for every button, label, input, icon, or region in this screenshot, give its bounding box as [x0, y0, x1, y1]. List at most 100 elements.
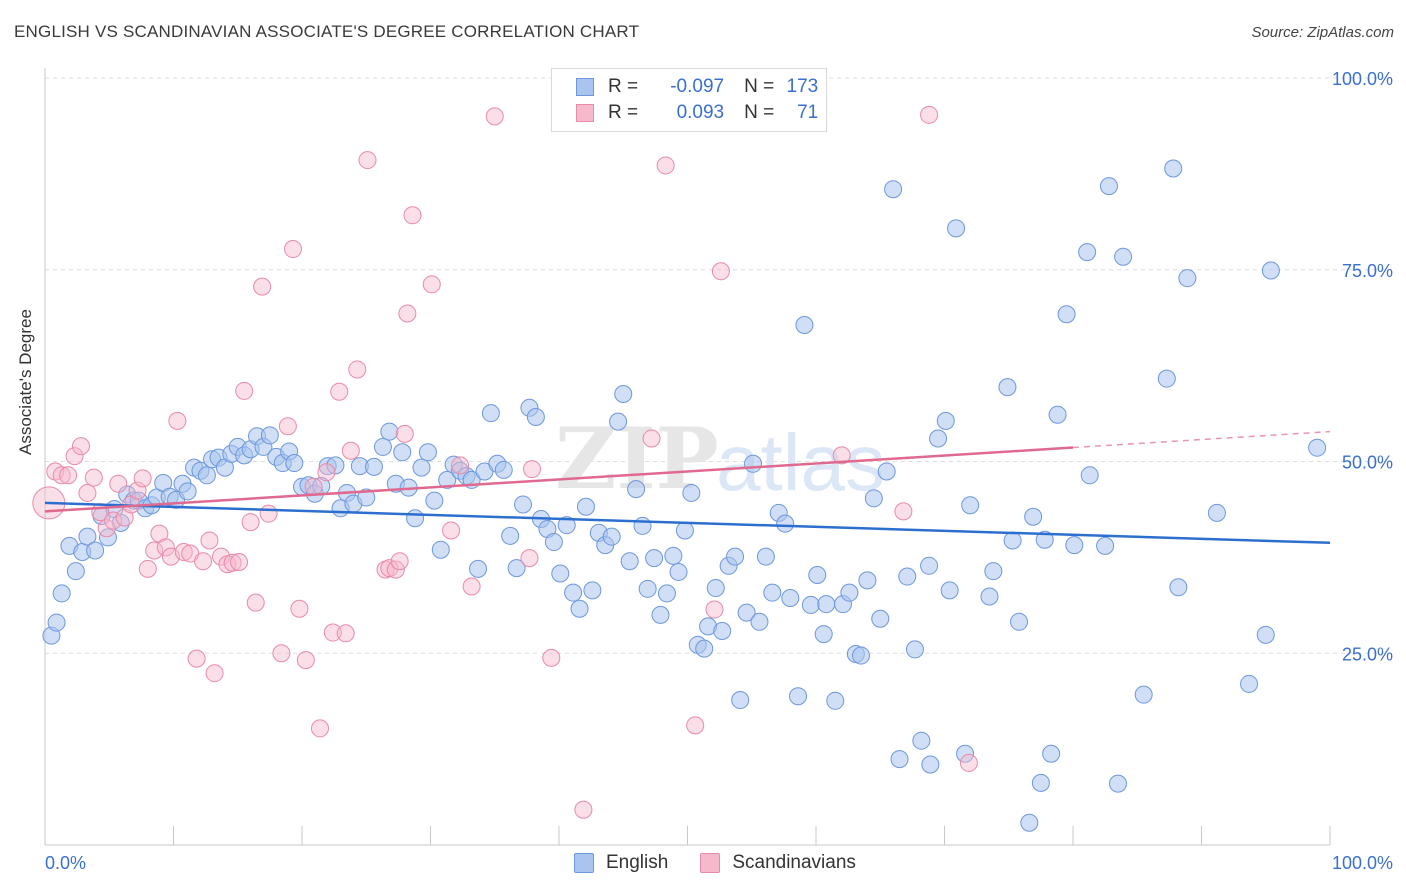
english-point	[682, 483, 701, 502]
english-point	[1108, 774, 1127, 793]
english-point	[781, 589, 800, 608]
scandinavian-point	[358, 151, 377, 170]
scandinavian-point	[296, 651, 315, 670]
english-point	[633, 516, 652, 535]
axes	[44, 68, 1331, 846]
english-point	[481, 404, 500, 423]
english-point	[86, 541, 105, 560]
scandinavian-point	[642, 429, 661, 448]
english-point	[801, 595, 820, 614]
watermark-text: atlas	[716, 418, 885, 507]
english-point	[364, 457, 383, 476]
scandinavian-point	[330, 382, 349, 401]
chart-title: ENGLISH VS SCANDINAVIAN ASSOCIATE'S DEGR…	[14, 22, 640, 41]
english-point	[47, 613, 66, 632]
english-point	[940, 581, 959, 600]
english-point	[1178, 269, 1197, 288]
english-point	[840, 583, 859, 602]
scandinavian-point	[574, 800, 593, 819]
english-swatch	[576, 78, 594, 96]
english-point	[920, 556, 939, 575]
english-point	[1096, 536, 1115, 555]
english-point	[814, 625, 833, 644]
scandinavian-point	[223, 553, 242, 572]
english-point	[1164, 159, 1183, 178]
english-point	[877, 462, 896, 481]
y-tick-label: 50.0%	[1342, 453, 1393, 473]
english-points	[42, 159, 1327, 832]
english-point	[526, 408, 545, 427]
english-r-label: R =	[608, 76, 639, 97]
english-point	[1114, 247, 1133, 266]
scandinavian-point	[304, 477, 323, 496]
tick-labels: 25.0% 50.0% 75.0% 100.0% 0.0% 100.0%	[45, 69, 1393, 873]
scandinavian-point	[422, 275, 441, 294]
english-point	[737, 603, 756, 622]
english-point	[645, 549, 664, 568]
english-point	[651, 605, 670, 624]
english-point	[1031, 773, 1050, 792]
english-point	[858, 571, 877, 590]
scandinavian-point	[97, 519, 116, 538]
english-point	[864, 489, 883, 508]
scandinavian-point	[235, 381, 254, 400]
scandinavian-point	[398, 304, 417, 323]
scandinavian-point	[109, 474, 128, 493]
english-point	[602, 527, 621, 546]
english-point	[1256, 625, 1275, 644]
scandinavian-point	[386, 560, 405, 579]
scandinavian-point	[523, 460, 542, 479]
scandinavian-point	[442, 521, 461, 540]
scandinavian-point	[145, 541, 164, 560]
english-point	[776, 514, 795, 533]
legend-row-scandinavian: R = 0.093 N = 71	[576, 101, 818, 125]
scandinavian-point	[156, 538, 175, 557]
english-point	[52, 584, 71, 603]
stats-legend: R = -0.097 N = 173 R = 0.093 N = 71	[551, 68, 827, 132]
english-point	[1134, 685, 1153, 704]
scandinavian-point	[959, 753, 978, 772]
scandinavian-point	[462, 577, 481, 596]
english-point	[905, 640, 924, 659]
english-point	[851, 646, 870, 665]
scandinavian-point	[451, 456, 470, 475]
english-point	[936, 411, 955, 430]
english-legend-label: English	[606, 852, 669, 873]
english-point	[984, 562, 1003, 581]
english-point	[947, 219, 966, 238]
english-point	[956, 744, 975, 763]
scandinavian-swatch	[576, 104, 594, 122]
english-point	[638, 579, 657, 598]
scandinavian-point	[310, 719, 329, 738]
scandinavian-point	[341, 441, 360, 460]
english-point	[980, 587, 999, 606]
english-point	[898, 567, 917, 586]
x-tick-label: 0.0%	[45, 853, 86, 873]
scandinavian-point	[84, 468, 103, 487]
english-point	[1308, 438, 1327, 457]
scandinavian-point	[78, 483, 97, 502]
scandinavian-point	[403, 206, 422, 225]
scandinavian-point	[284, 240, 303, 259]
english-point	[583, 581, 602, 600]
scandinavian-point	[205, 664, 224, 683]
scandinavian-point	[200, 531, 219, 550]
english-point	[1099, 177, 1118, 196]
scandinavian-legend-label: Scandinavians	[732, 852, 856, 873]
english-point	[1080, 466, 1099, 485]
y-axis-label: Associate's Degree	[16, 309, 35, 455]
english-point	[564, 583, 583, 602]
english-point	[664, 546, 683, 565]
scandinavian-point	[272, 644, 291, 663]
english-point	[373, 437, 392, 456]
english-point	[1207, 503, 1226, 522]
english-point	[1010, 612, 1029, 631]
scandinavian-point	[59, 466, 78, 485]
scandinavian-point	[133, 469, 152, 488]
legend-row-english: R = -0.097 N = 173	[576, 75, 818, 99]
scandinavian-point	[138, 559, 157, 578]
scandinavian-point	[395, 424, 414, 443]
english-point	[731, 691, 750, 710]
english-point	[929, 429, 948, 448]
